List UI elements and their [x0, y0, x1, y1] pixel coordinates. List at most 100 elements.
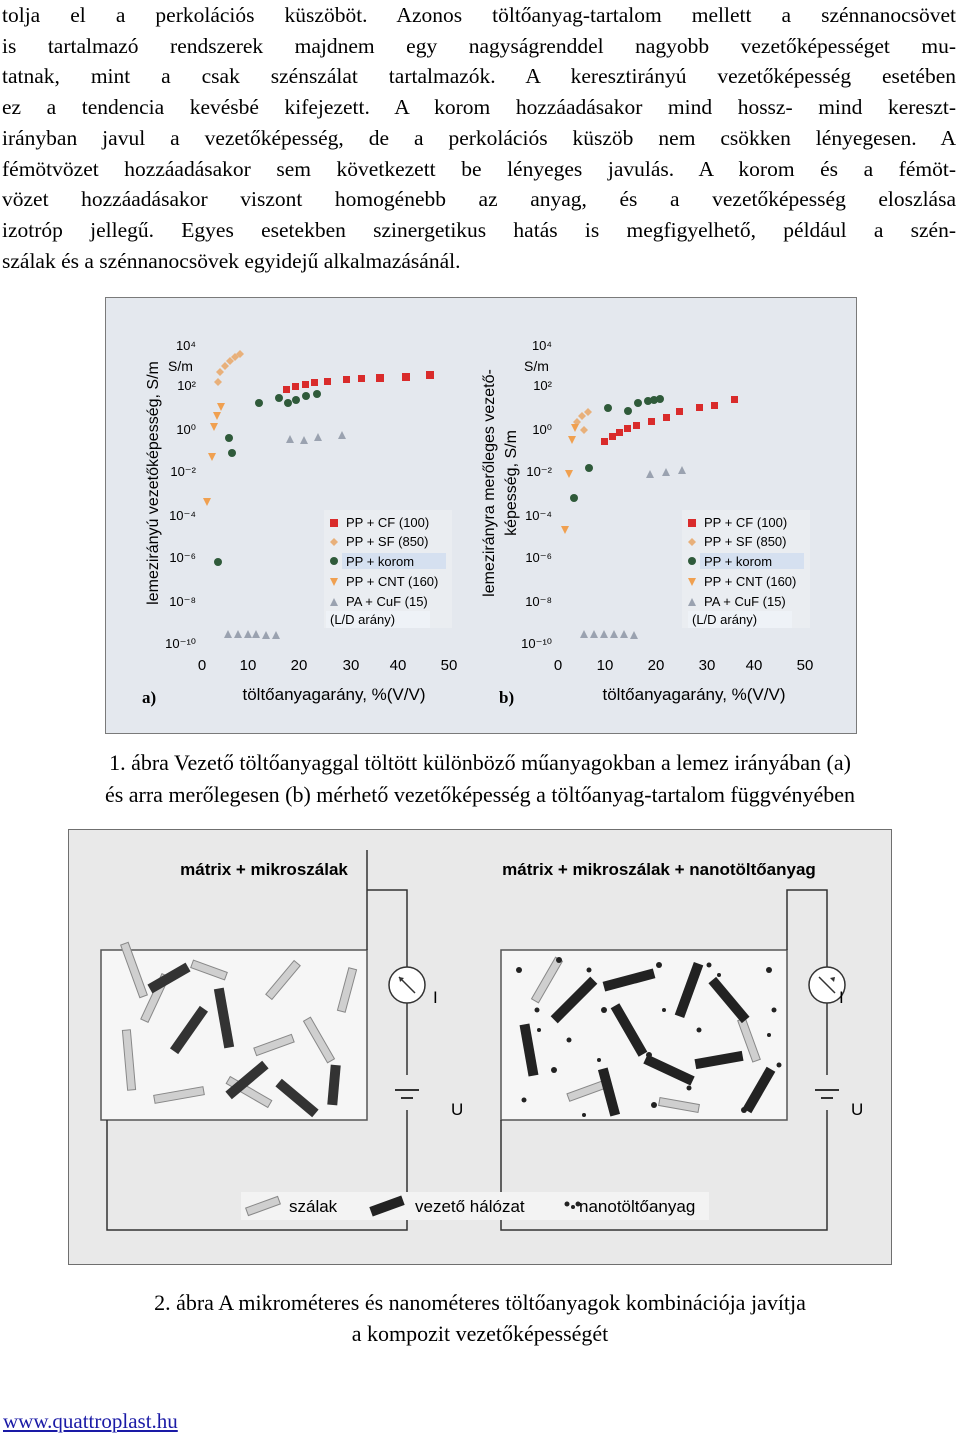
legend-marker-sf [330, 538, 338, 546]
body-paragraph: tolja el a perkolációs küszöböt. Azonos … [2, 0, 956, 276]
figure-2-caption-line: 2. ábra A mikrométeres és nanométeres tö… [154, 1290, 806, 1315]
legend-marker-korom [688, 557, 696, 565]
figure-1: lemezirányú vezetőképesség, S/m lemezirá… [105, 297, 857, 734]
y-tick: 10² [533, 378, 552, 393]
x-tick: 10 [240, 657, 257, 674]
diagram-legend: szálak vezető hálózat nanotöltőanyag [241, 1192, 709, 1220]
x-tick: 0 [554, 657, 562, 674]
data-point-korom [225, 434, 233, 442]
y-tick: 10⁻⁴ [525, 508, 552, 523]
legend-entry: PA + CuF (15) [704, 594, 786, 609]
circuit-right [500, 889, 828, 1231]
data-point-sf [214, 378, 222, 386]
legend-note: (L/D arány) [692, 612, 757, 627]
data-point-korom [228, 449, 236, 457]
data-point-sf [221, 362, 229, 370]
y-tick: 10⁻² [170, 464, 196, 479]
data-point-cuf [272, 631, 280, 639]
legend-network-label: vezető hálózat [415, 1197, 525, 1216]
panel-a-data [203, 350, 434, 639]
voltage-source-right: U [815, 1089, 863, 1119]
data-point-korom [255, 399, 263, 407]
legend-nano-label: nanotöltőanyag [579, 1197, 695, 1216]
data-point-cuf [600, 630, 608, 638]
x-tick: 50 [797, 657, 814, 674]
panel-b-data [561, 395, 738, 639]
x-tick: 50 [441, 657, 458, 674]
data-point-cnt [568, 436, 576, 444]
legend-highlight [342, 553, 446, 569]
y-tick: 10⁻⁶ [525, 550, 552, 565]
data-point-cf [311, 379, 318, 386]
website-link[interactable]: www.quattroplast.hu [3, 1409, 178, 1433]
data-point-sf [578, 412, 586, 420]
data-point-cf [292, 383, 299, 390]
circuit-left [106, 850, 408, 1231]
figure-1-caption-line: 1. ábra Vezető töltőanyaggal töltött kül… [109, 750, 851, 775]
x-tick: 40 [746, 657, 763, 674]
legend-entry: PP + CNT (160) [704, 574, 796, 589]
data-point-cuf [286, 435, 294, 443]
data-point-korom [570, 494, 578, 502]
data-point-cf [302, 381, 309, 388]
y-tick: 10² [177, 378, 196, 393]
meter-label: I [433, 988, 438, 1007]
data-point-cnt [203, 498, 211, 506]
data-point-korom [302, 392, 310, 400]
diagram-left-matrix [100, 941, 368, 1121]
unit-label: S/m [168, 358, 193, 374]
legend-marker-sf [688, 538, 696, 546]
panel-b-ylabel: képesség, S/m [503, 430, 520, 536]
y-tick: 10⁻² [526, 464, 552, 479]
figure-2-graphic: mátrix + mikroszálak mátrix + mikroszála… [69, 830, 891, 1264]
x-tick: 40 [390, 657, 407, 674]
data-point-cuf [262, 631, 270, 639]
paragraph-line: ez a tendencia kevésbé kifejezett. A kor… [2, 95, 956, 120]
data-point-cnt [213, 412, 221, 420]
legend-entry: PP + CNT (160) [346, 574, 438, 589]
legend-marker-korom [330, 557, 338, 565]
data-point-korom [313, 390, 321, 398]
data-point-sf [216, 368, 224, 376]
legend-note-bg [326, 611, 430, 628]
unit-label: S/m [524, 358, 549, 374]
legend-nano-icon [564, 1201, 581, 1209]
data-point-cf [358, 375, 365, 382]
data-point-cuf [300, 436, 308, 444]
ammeter-left: I [388, 966, 438, 1007]
data-point-cf [426, 371, 434, 379]
y-tick: 10⁻⁴ [169, 508, 196, 523]
x-tick: 20 [291, 657, 308, 674]
data-point-sf [226, 357, 234, 365]
data-point-cf [696, 404, 703, 411]
legend-fiber-icon [245, 1195, 281, 1217]
y-tick: 10⁻⁸ [169, 594, 196, 609]
paragraph-line: vözet hozzáadásakor viszont homogénebb a… [2, 187, 956, 212]
legend-entry: PP + korom [704, 554, 772, 569]
legend-panel-b: PP + CF (100) PP + SF (850) PP + korom P… [682, 510, 810, 628]
diagram-title-right: mátrix + mikroszálak + nanotöltőanyag [502, 860, 816, 879]
paragraph-line: is tartalmazó rendszerek majdnem egy nag… [2, 33, 956, 58]
data-point-cuf [590, 630, 598, 638]
data-point-korom [634, 399, 642, 407]
data-point-cf [731, 396, 738, 403]
panel-a-ylabel: lemezirányú vezetőképesség, S/m [145, 361, 162, 605]
y-tick: 10⁰ [532, 422, 552, 437]
data-point-cuf [620, 630, 628, 638]
paragraph-line: tolja el a perkolációs küszöböt. Azonos … [2, 3, 956, 27]
data-point-cuf [338, 431, 346, 439]
legend-entry: PP + korom [346, 554, 414, 569]
data-point-cnt [210, 423, 218, 431]
data-point-cuf [662, 468, 670, 476]
data-point-korom [604, 404, 612, 412]
y-tick: 10⁻⁸ [525, 594, 552, 609]
legend-network-icon [369, 1195, 405, 1217]
panel-b-label: b) [499, 688, 514, 707]
data-point-cuf [646, 470, 654, 478]
x-tick: 30 [343, 657, 360, 674]
legend-marker-cuf [330, 598, 338, 606]
data-point-korom [214, 558, 222, 566]
data-point-cuf [314, 433, 322, 441]
paragraph-line: fémötvözet hozzáadásakor sem következett… [2, 156, 956, 181]
data-point-korom [644, 397, 652, 405]
